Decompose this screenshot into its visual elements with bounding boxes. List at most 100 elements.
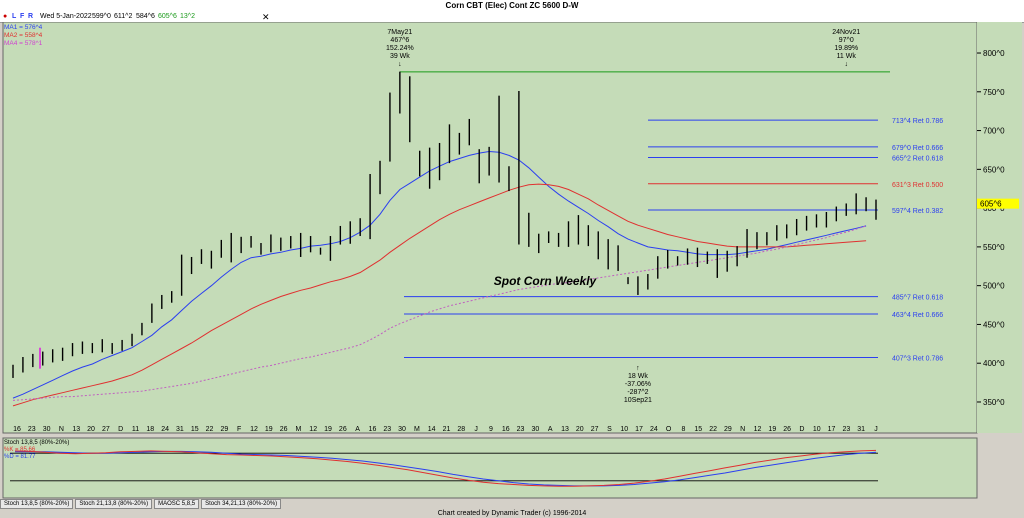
legend-entry: MA2 = 558^4 [4,32,43,39]
arrow-down-icon: ↓ [398,61,402,68]
y-tick-label: 550^0 [983,243,1005,252]
quote-change: 13^2 [180,13,195,20]
x-tick-label: 26 [783,426,791,433]
x-tick-label: 9 [489,426,493,433]
moving-average-ma4 [12,225,867,401]
x-tick-label: 23 [517,426,525,433]
x-tick-label: 23 [842,426,850,433]
moving-average-ma2 [12,183,867,407]
tab-maosc[interactable]: MAOSC 5,8,5 [154,499,200,509]
x-tick-label: 28 [457,426,465,433]
retracement-label: 597^4 Ret 0.382 [892,208,943,215]
tab-stoch-13[interactable]: Stoch 13,8,5 (80%-20%) [0,499,74,509]
x-tick-label: N [740,426,745,433]
x-tick-label: 10 [813,426,821,433]
swing-annotation-line: -37.06% [625,381,651,388]
x-tick-label: 20 [87,426,95,433]
swing-annotation-line: 467^6 [390,37,409,44]
x-tick-label: 26 [280,426,288,433]
x-tick-label: 19 [265,426,273,433]
x-tick-label: 14 [428,426,436,433]
stoch-d-label: %D = 81.77 [4,454,36,460]
x-tick-label: 11 [132,426,139,433]
x-tick-label: 22 [709,426,717,433]
swing-annotation-line: 39 Wk [390,53,410,60]
legend-entry: MA1 = 576^4 [4,24,43,31]
x-tick-label: 8 [682,426,686,433]
retracement-label: 665^2 Ret 0.618 [892,156,943,163]
retracement-label: 631^3 Ret 0.500 [892,182,943,189]
x-tick-label: 24 [650,426,658,433]
chart-label: Spot Corn Weekly [494,274,598,288]
x-tick-label: 26 [339,426,347,433]
x-tick-label: 20 [576,426,584,433]
x-tick-label: 16 [502,426,510,433]
swing-annotation-line: 19.89% [834,45,858,52]
x-tick-label: D [799,426,804,433]
x-tick-label: F [237,426,241,433]
x-tick-label: 10 [620,426,628,433]
x-tick-label: 23 [383,426,391,433]
x-tick-label: 30 [531,426,539,433]
price-pane [2,22,978,434]
x-tick-label: 31 [176,426,184,433]
x-tick-label: 16 [369,426,377,433]
x-tick-label: 12 [250,426,258,433]
y-tick-label: 800^0 [983,49,1005,58]
x-tick-label: 31 [857,426,865,433]
x-tick-label: 23 [28,426,36,433]
x-tick-label: S [607,426,612,433]
indicator-tabs: Stoch 13,8,5 (80%-20%) Stoch 21,13,8 (80… [0,499,282,509]
x-tick-label: 22 [206,426,214,433]
x-tick-label: N [59,426,64,433]
tab-stoch-21[interactable]: Stoch 21,13,8 (80%-20%) [75,499,153,509]
quote-high: 611^2 [114,13,133,20]
close-icon[interactable]: ✕ [262,12,270,22]
y-tick-label: 400^0 [983,359,1005,368]
swing-annotation-line: 18 Wk [628,373,648,380]
retracement-label: 485^7 Ret 0.618 [892,295,943,302]
chart-title: Corn CBT (Elec) Cont ZC 5600 D-W [445,1,579,10]
x-tick-label: 21 [443,426,451,433]
x-tick-label: 13 [561,426,569,433]
swing-annotation-line: 10Sep21 [624,397,652,404]
x-tick-label: 19 [768,426,776,433]
retracement-label: 679^0 Ret 0.666 [892,145,943,152]
x-tick-label: 19 [324,426,332,433]
x-tick-label: 29 [724,426,732,433]
x-tick-label: 27 [102,426,110,433]
tab-stoch-34[interactable]: Stoch 34,21,13 (80%-20%) [201,499,282,509]
swing-annotation-line: 11 Wk [837,53,857,60]
toolbar-button-l[interactable]: L [12,13,17,20]
toolbar-button-r[interactable]: R [28,13,34,20]
record-dot-icon[interactable]: ● [3,13,8,20]
swing-annotation-line: 97^0 [839,37,854,44]
y-tick-label: 650^0 [983,165,1005,174]
stoch-k-label: %K = 85.66 [4,447,36,453]
retracement-label: 463^4 Ret 0.666 [892,312,943,319]
x-tick-label: 30 [43,426,51,433]
x-tick-label: 30 [398,426,406,433]
x-tick-label: O [666,426,672,433]
arrow-up-icon: ↑ [636,365,640,372]
y-tick-label: 350^0 [983,398,1005,407]
quote-open: 599^0 [92,13,111,20]
toolbar-button-f[interactable]: F [20,13,25,20]
x-tick-label: 12 [754,426,762,433]
stoch-pane [2,437,978,499]
retracement-label: 713^4 Ret 0.786 [892,118,943,125]
arrow-down-icon: ↓ [844,61,848,68]
x-tick-label: A [355,426,360,433]
stoch-title: Stoch 13,8,5 (80%-20%) [4,440,69,446]
x-tick-label: J [474,426,478,433]
swing-annotation-line: 24Nov21 [832,29,860,36]
x-tick-label: M [295,426,301,433]
x-tick-label: 17 [635,426,643,433]
legend-entry: MA4 = 578^1 [4,40,43,47]
x-tick-label: 24 [161,426,169,433]
x-tick-label: 15 [191,426,199,433]
x-tick-label: 18 [146,426,154,433]
x-tick-label: 17 [828,426,836,433]
y-tick-label: 750^0 [983,88,1005,97]
x-tick-label: 15 [694,426,702,433]
